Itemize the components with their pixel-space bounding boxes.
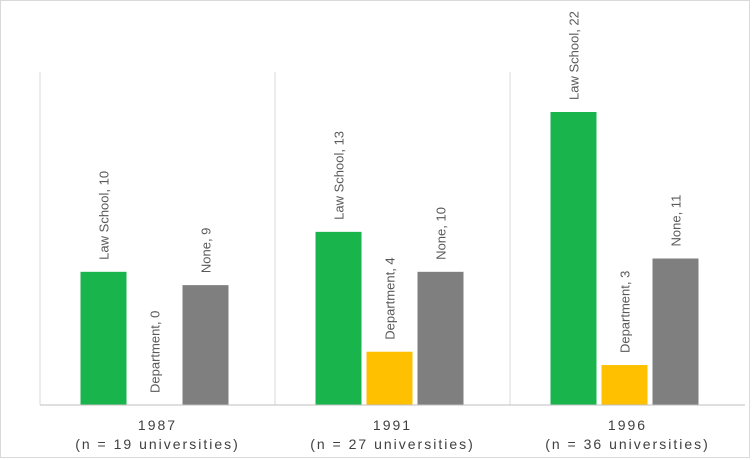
bars xyxy=(80,112,699,405)
bar-department xyxy=(366,351,413,405)
bar-law-school xyxy=(315,231,362,405)
data-label: Law School, 10 xyxy=(97,171,112,260)
data-label: None, 11 xyxy=(669,195,684,247)
data-label: Law School, 22 xyxy=(567,11,582,100)
data-label: Law School, 13 xyxy=(332,131,347,220)
category-label: (n = 36 universities) xyxy=(545,436,710,452)
data-label: Department, 3 xyxy=(618,271,633,353)
category-label: 1987 xyxy=(138,417,177,433)
bar-law-school xyxy=(80,271,127,405)
category-separators xyxy=(39,72,511,405)
category-label: (n = 19 universities) xyxy=(75,436,240,452)
data-label: None, 9 xyxy=(199,228,214,274)
bar-none xyxy=(182,285,229,405)
category-labels: 1987 (n = 19 universities) 1991 (n = 27 uni… xyxy=(75,417,710,452)
data-label: None, 10 xyxy=(434,207,449,260)
category-label: 1996 xyxy=(608,417,647,433)
bar-department xyxy=(601,365,648,405)
data-label: Department, 4 xyxy=(383,257,398,339)
bar-law-school xyxy=(550,112,597,405)
bar-none xyxy=(652,258,699,405)
data-labels: Law School, 10 Department, 0 None, 9 Law Sc… xyxy=(97,11,684,393)
data-label: Department, 0 xyxy=(148,311,163,393)
bar-none xyxy=(417,271,464,405)
category-label: (n = 27 universities) xyxy=(310,436,475,452)
category-label: 1991 xyxy=(373,417,412,433)
